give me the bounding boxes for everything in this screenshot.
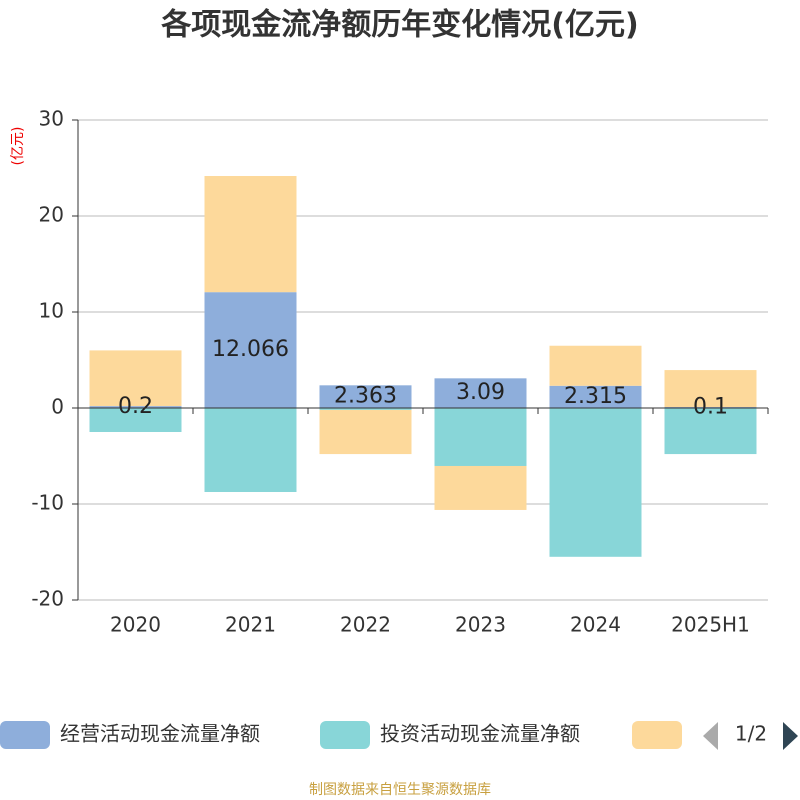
legend-swatch[interactable] — [632, 721, 682, 749]
bar — [434, 378, 527, 408]
data-label: 2.315 — [564, 384, 627, 409]
data-label: 0.1 — [693, 395, 728, 420]
bar — [89, 406, 182, 408]
x-tick-label: 2025H1 — [671, 613, 750, 637]
data-label: 0.2 — [118, 394, 153, 419]
y-tick-label: -20 — [31, 587, 64, 611]
bar — [89, 408, 182, 432]
y-axis-label: (亿元) — [10, 127, 26, 166]
bar — [319, 408, 412, 410]
x-tick-label: 2020 — [110, 613, 161, 637]
x-tick-label: 2022 — [340, 613, 391, 637]
source-note: 制图数据来自恒生聚源数据库 — [309, 782, 491, 798]
y-tick-label: -10 — [31, 491, 64, 515]
bar — [434, 408, 527, 466]
y-tick-label: 30 — [39, 107, 64, 131]
bar — [549, 345, 642, 386]
bar — [549, 385, 642, 408]
bar — [664, 370, 757, 408]
x-tick-label: 2021 — [225, 613, 276, 637]
bar — [204, 292, 297, 408]
bar — [319, 409, 412, 455]
legend-next[interactable] — [783, 722, 798, 750]
bar — [319, 385, 412, 408]
legend-page: 1/2 — [735, 722, 767, 746]
data-label: 2.363 — [334, 384, 397, 409]
bar — [549, 408, 642, 557]
bar — [89, 350, 182, 407]
legend-label[interactable]: 投资活动现金流量净额 — [380, 722, 580, 746]
bar — [434, 465, 527, 510]
legend-prev[interactable] — [703, 722, 718, 750]
bar — [204, 408, 297, 492]
data-label: 3.09 — [456, 380, 505, 405]
x-tick-label: 2024 — [570, 613, 621, 637]
y-tick-label: 10 — [39, 299, 64, 323]
data-label: 12.066 — [212, 337, 289, 362]
y-tick-label: 20 — [39, 203, 64, 227]
bar — [204, 176, 297, 293]
x-tick-label: 2023 — [455, 613, 506, 637]
legend-label[interactable]: 经营活动现金流量净额 — [60, 722, 260, 746]
y-tick-label: 0 — [51, 395, 64, 419]
legend-swatch[interactable] — [320, 721, 370, 749]
bar — [664, 408, 757, 455]
legend-swatch[interactable] — [0, 721, 50, 749]
chart-title: 各项现金流净额历年变化情况(亿元) — [160, 8, 638, 43]
